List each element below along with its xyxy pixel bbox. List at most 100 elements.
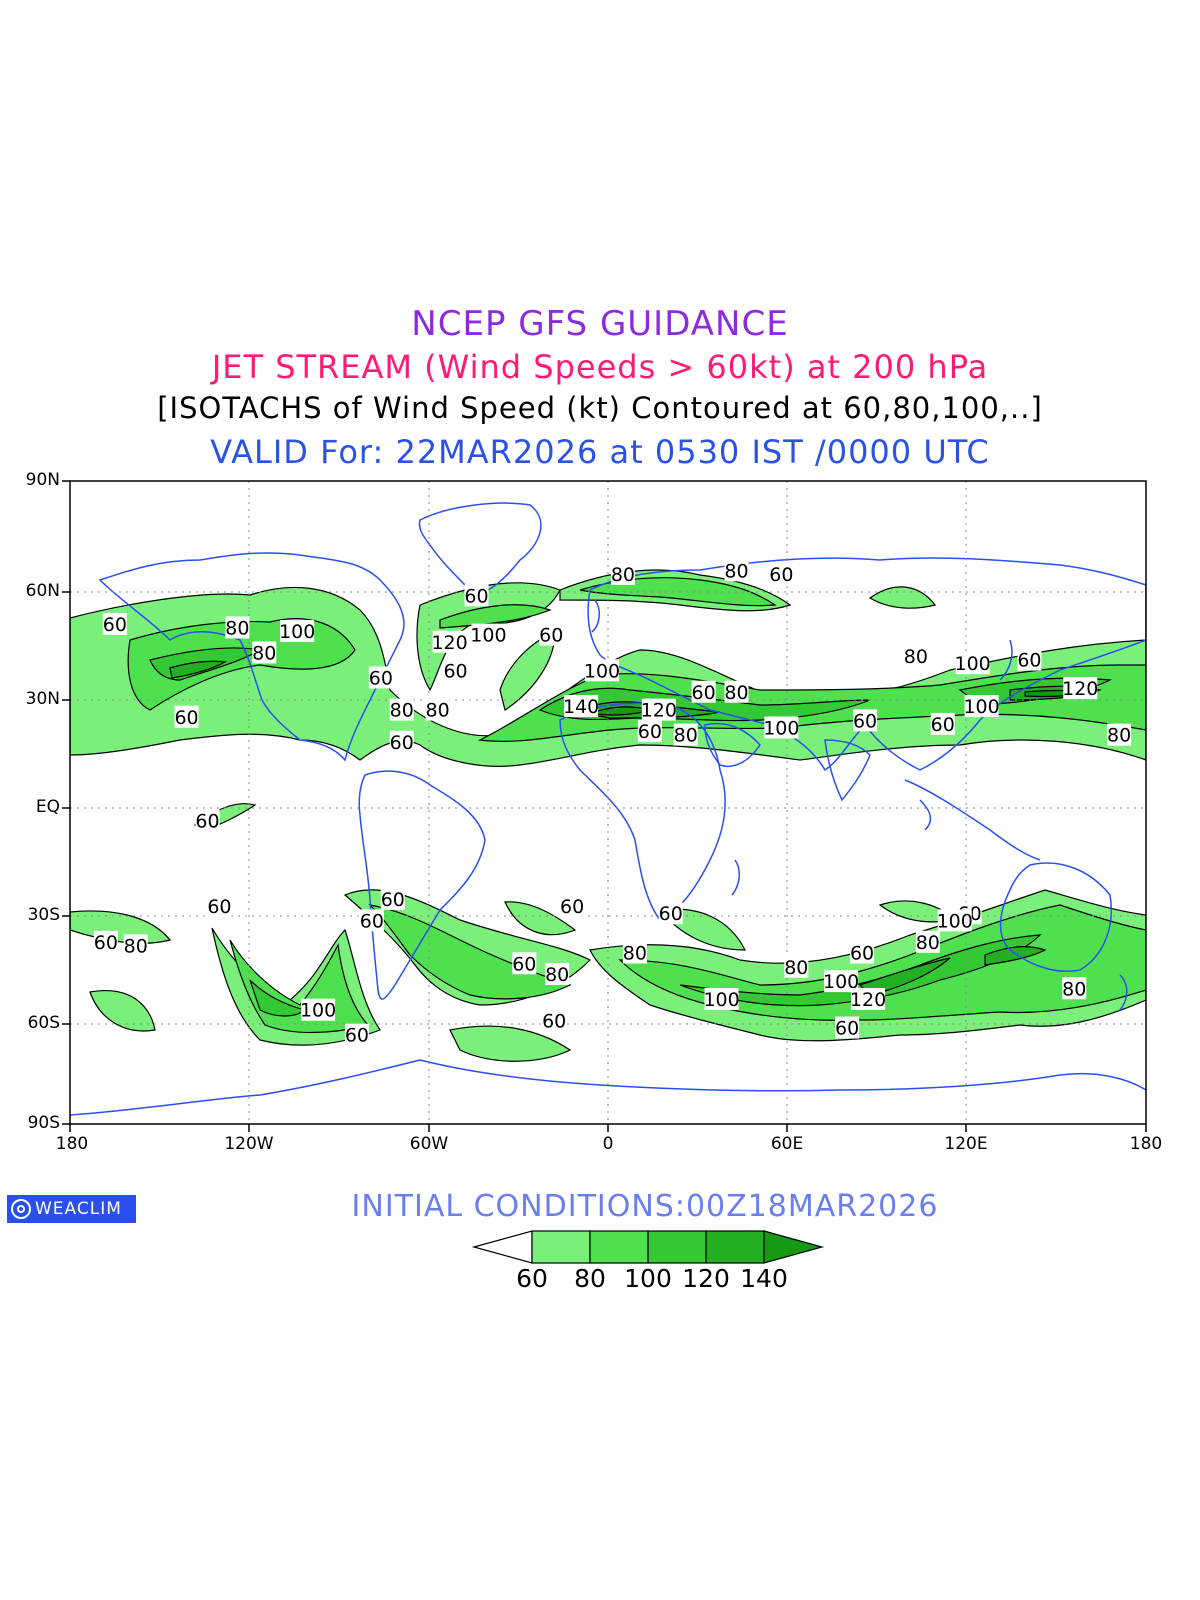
- lat-label: 30S: [27, 905, 60, 925]
- contour-label-text: 60: [853, 710, 877, 732]
- contour-label-text: 60: [638, 721, 662, 743]
- contour-label-text: 100: [937, 910, 973, 932]
- contour-label-60: 60: [931, 712, 955, 736]
- contour-label-text: 80: [225, 617, 249, 639]
- lon-label: 180: [55, 1134, 89, 1154]
- lat-label: 30N: [25, 689, 60, 709]
- contour-label-text: 100: [955, 653, 991, 675]
- contour-label-text: 60: [390, 732, 414, 754]
- contour-label-text: 120: [850, 989, 886, 1011]
- contour-label-text: 80: [426, 700, 450, 722]
- title-ncep-gfs: NCEP GFS GUIDANCE: [411, 304, 789, 344]
- contour-label-80: 80: [1062, 977, 1086, 1000]
- contour-label-60: 60: [464, 584, 489, 607]
- contour-label-text: 80: [1107, 725, 1131, 747]
- contour-label-80: 80: [611, 562, 635, 586]
- contour-label-text: 80: [545, 964, 569, 986]
- contour-label-80: 80: [724, 680, 749, 704]
- title-jet-stream: JET STREAM (Wind Speeds > 60kt) at 200 h…: [211, 348, 989, 386]
- contour-label-text: 100: [584, 660, 620, 682]
- lat-label: EQ: [35, 797, 60, 817]
- initial-conditions: INITIAL CONDITIONS:00Z18MAR2026: [351, 1189, 939, 1224]
- contour-label-100: 100: [300, 998, 336, 1022]
- contour-label-text: 100: [763, 717, 799, 739]
- contour-label-text: 80: [724, 560, 748, 582]
- contour-label-text: 60: [345, 1025, 369, 1047]
- contour-label-120: 120: [1062, 677, 1098, 700]
- lon-label: 60W: [409, 1134, 449, 1154]
- contour-label-80: 80: [784, 955, 808, 979]
- contour-label-100: 100: [963, 695, 1000, 718]
- contour-label-60: 60: [390, 730, 414, 754]
- lat-label: 60N: [25, 581, 60, 601]
- contour-label-120: 120: [850, 987, 886, 1011]
- contour-label-100: 100: [763, 716, 799, 739]
- weaclim-logo-icon: [11, 1199, 31, 1219]
- contour-label-text: 80: [623, 943, 647, 965]
- contour-label-text: 60: [94, 932, 118, 954]
- contour-label-text: 120: [641, 700, 677, 722]
- contour-label-text: 80: [674, 725, 698, 747]
- contour-label-60: 60: [207, 895, 232, 918]
- contour-label-60: 60: [692, 680, 716, 704]
- contour-label-80: 80: [124, 934, 148, 957]
- contour-label-60: 60: [659, 902, 683, 925]
- legend-label: 60: [516, 1264, 548, 1293]
- contour-label-text: 120: [431, 632, 467, 654]
- lon-label: 0: [602, 1134, 614, 1154]
- contour-label-text: 80: [916, 932, 940, 954]
- contour-label-80: 80: [225, 616, 249, 639]
- contour-label-100: 100: [584, 659, 620, 682]
- contour-label-100: 100: [703, 987, 740, 1011]
- contour-label-60: 60: [369, 666, 393, 689]
- contour-label-text: 80: [1062, 978, 1086, 1000]
- contour-label-text: 80: [724, 682, 748, 704]
- contour-label-80: 80: [623, 941, 647, 965]
- axis-ticks: [62, 480, 1147, 1132]
- contour-label-100: 100: [279, 620, 315, 643]
- legend-label: 120: [682, 1264, 730, 1293]
- legend-swatch-120-140: [705, 1230, 765, 1264]
- contour-label-text: 60: [360, 910, 384, 932]
- contour-label-100: 100: [470, 623, 507, 647]
- contour-label-text: 80: [252, 642, 276, 664]
- contour-label-text: 140: [563, 696, 599, 718]
- contour-label-text: 60: [659, 903, 683, 925]
- contour-label-100: 100: [823, 970, 859, 993]
- contour-label-text: 60: [542, 1010, 566, 1032]
- contour-label-60: 60: [539, 623, 563, 647]
- contour-label-60: 60: [443, 659, 468, 682]
- contour-label-text: 60: [512, 953, 536, 975]
- contour-label-text: 100: [300, 1000, 336, 1022]
- contour-label-text: 60: [464, 585, 488, 607]
- lat-label: 90N: [25, 470, 60, 490]
- contour-label-80: 80: [904, 645, 928, 668]
- contour-label-text: 60: [103, 614, 127, 636]
- contour-label-60: 60: [174, 705, 199, 729]
- legend-colorbar: [471, 1230, 825, 1264]
- lon-label: 60E: [770, 1134, 804, 1154]
- contour-label-text: 60: [692, 682, 716, 704]
- contour-label-text: 60: [850, 943, 874, 965]
- lat-label: 90S: [27, 1113, 60, 1133]
- title-valid-time: VALID For: 22MAR2026 at 0530 IST /0000 U…: [210, 433, 990, 471]
- contour-label-text: 60: [835, 1018, 859, 1040]
- legend-label: 140: [740, 1264, 788, 1293]
- legend-swatch-80-100: [589, 1230, 649, 1264]
- contour-label-60: 60: [769, 562, 793, 586]
- legend-label: 100: [624, 1264, 672, 1293]
- contour-label-text: 120: [1062, 678, 1098, 700]
- contour-label-60: 60: [195, 809, 220, 832]
- contour-label-120: 120: [431, 630, 468, 654]
- contour-label-text: 80: [124, 935, 148, 957]
- contour-label-80: 80: [390, 698, 414, 722]
- coastlines: [70, 502, 1146, 1116]
- contour-label-text: 60: [443, 660, 467, 682]
- contour-label-100: 100: [937, 909, 973, 932]
- lat-label: 60S: [27, 1013, 60, 1033]
- contour-label-80: 80: [1107, 723, 1131, 747]
- contour-label-60: 60: [853, 709, 877, 732]
- contour-label-text: 100: [963, 696, 999, 718]
- contour-label-100: 100: [955, 652, 991, 675]
